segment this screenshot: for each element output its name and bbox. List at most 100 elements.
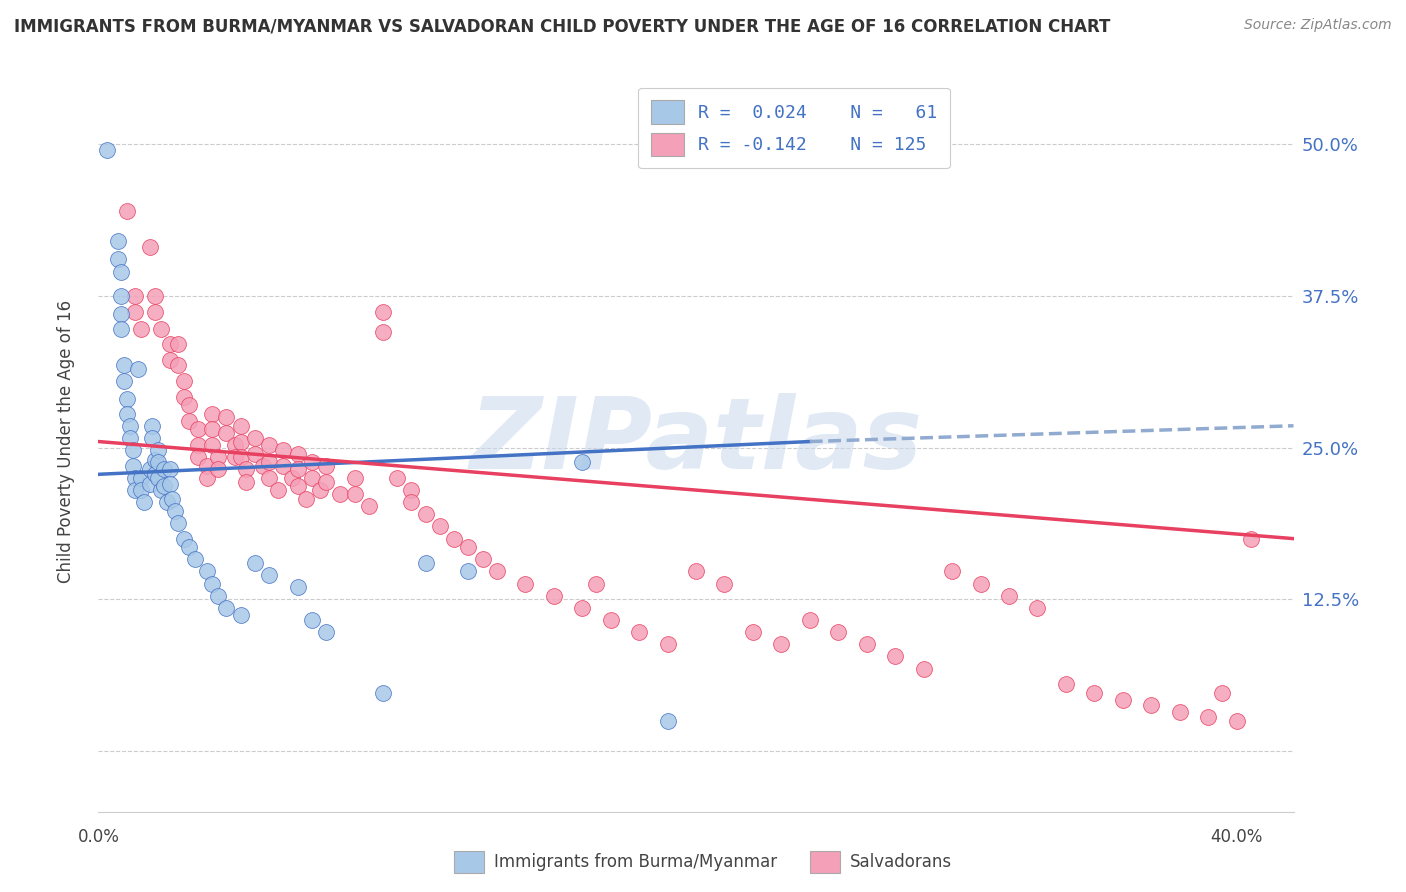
Point: [153, 479, 176, 493]
Point: [167, 337, 190, 351]
Point: [287, 580, 309, 594]
Point: [173, 374, 195, 388]
Point: [159, 462, 181, 476]
Point: [1197, 710, 1219, 724]
Point: [207, 462, 229, 476]
Point: [243, 447, 266, 461]
Point: [121, 458, 143, 473]
Point: [179, 540, 201, 554]
Point: [124, 289, 146, 303]
Point: [107, 252, 129, 267]
Point: [385, 471, 409, 485]
Point: [343, 471, 366, 485]
Point: [195, 471, 218, 485]
Point: [401, 483, 423, 497]
Point: [401, 495, 423, 509]
Point: [224, 450, 246, 465]
Point: [741, 625, 763, 640]
Point: [110, 265, 132, 279]
Point: [121, 443, 143, 458]
Point: [287, 479, 309, 493]
Point: [184, 552, 207, 566]
Point: [855, 637, 877, 651]
Point: [124, 483, 146, 497]
Point: [156, 495, 179, 509]
Point: [201, 407, 224, 421]
Point: [201, 422, 224, 436]
Point: [309, 483, 332, 497]
Point: [799, 613, 821, 627]
Point: [471, 552, 494, 566]
Point: [273, 458, 295, 473]
Point: [252, 458, 274, 473]
Point: [112, 358, 135, 372]
Point: [187, 422, 209, 436]
Point: [138, 462, 160, 476]
Point: [628, 625, 651, 640]
Point: [110, 321, 132, 335]
Point: [115, 392, 138, 406]
Point: [141, 418, 163, 433]
Point: [173, 390, 195, 404]
Point: [132, 495, 155, 509]
Point: [143, 467, 166, 482]
Point: [112, 374, 135, 388]
Point: [343, 487, 366, 501]
Point: [207, 589, 229, 603]
Point: [150, 483, 173, 497]
Point: [118, 418, 141, 433]
Point: [415, 556, 437, 570]
Point: [827, 625, 849, 640]
Point: [127, 361, 149, 376]
Point: [657, 637, 679, 651]
Legend: Immigrants from Burma/Myanmar, Salvadorans: Immigrants from Burma/Myanmar, Salvadora…: [447, 845, 959, 880]
Point: [195, 458, 218, 473]
Point: [118, 431, 141, 445]
Point: [124, 471, 146, 485]
Point: [543, 589, 565, 603]
Point: [273, 443, 295, 458]
Point: [215, 410, 238, 425]
Point: [371, 304, 394, 318]
Point: [1054, 677, 1077, 691]
Point: [107, 234, 129, 248]
Point: [173, 532, 195, 546]
Point: [585, 576, 607, 591]
Point: [429, 519, 451, 533]
Point: [257, 568, 280, 582]
Point: [515, 576, 537, 591]
Point: [110, 289, 132, 303]
Point: [329, 487, 352, 501]
Point: [1112, 693, 1135, 707]
Point: [287, 462, 309, 476]
Point: [485, 565, 508, 579]
Point: [415, 508, 437, 522]
Text: Source: ZipAtlas.com: Source: ZipAtlas.com: [1244, 18, 1392, 32]
Point: [267, 483, 290, 497]
Point: [1140, 698, 1163, 712]
Point: [1083, 686, 1105, 700]
Point: [257, 471, 280, 485]
Point: [215, 600, 238, 615]
Point: [287, 447, 309, 461]
Point: [229, 450, 252, 465]
Point: [138, 477, 160, 491]
Point: [301, 471, 323, 485]
Point: [229, 608, 252, 623]
Point: [257, 438, 280, 452]
Point: [235, 475, 257, 489]
Point: [357, 499, 380, 513]
Point: [457, 540, 479, 554]
Point: [141, 431, 163, 445]
Point: [201, 576, 224, 591]
Point: [143, 289, 166, 303]
Point: [162, 491, 184, 506]
Point: [884, 649, 907, 664]
Point: [998, 589, 1021, 603]
Point: [143, 304, 166, 318]
Point: [1240, 532, 1263, 546]
Point: [243, 431, 266, 445]
Point: [257, 455, 280, 469]
Point: [315, 458, 337, 473]
Point: [201, 438, 224, 452]
